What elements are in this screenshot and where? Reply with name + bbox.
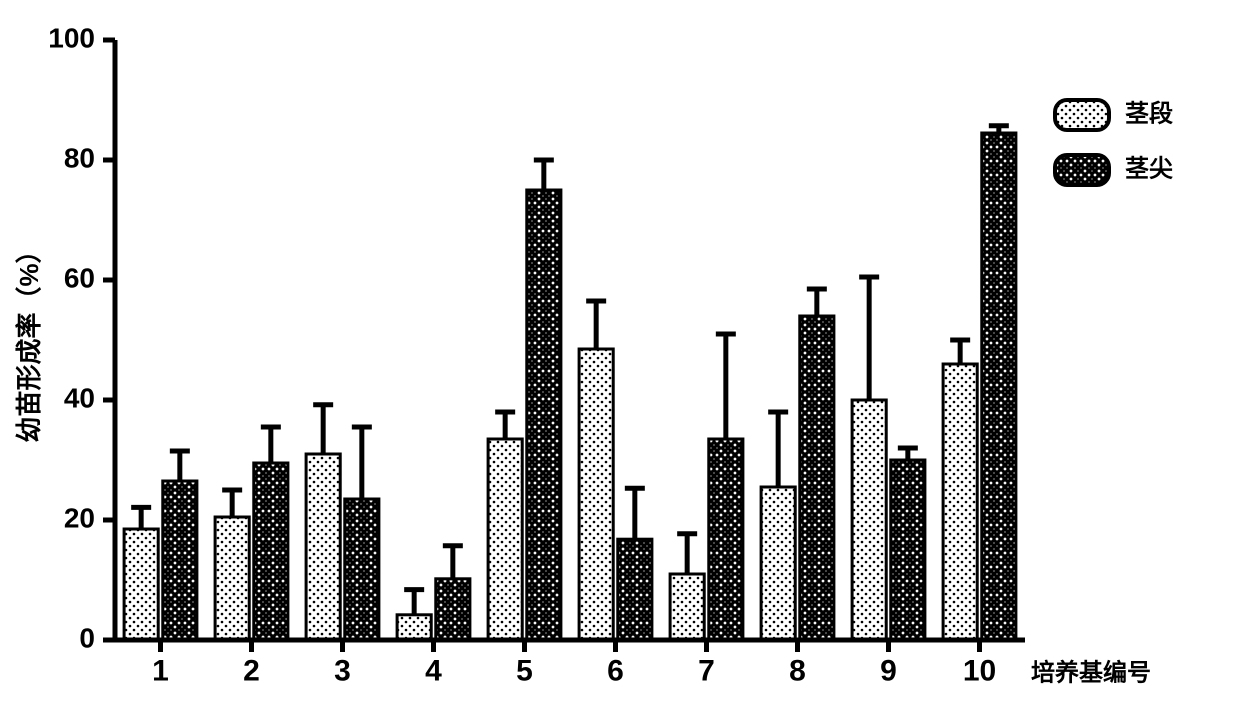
x-tick-label: 2 [243,655,260,688]
x-axis-title: 培养基编号 [1031,659,1151,687]
bar-茎尖-9 [891,460,925,640]
bar-茎段-3 [306,454,340,640]
y-tick-label: 40 [64,382,95,413]
legend-label-茎段: 茎段 [1125,99,1173,127]
bar-茎段-10 [943,364,977,640]
bar-茎尖-8 [800,316,834,640]
bar-茎段-1 [124,529,158,640]
chart-svg: 0 20 40 60 80 100 1 2 3 4 5 6 7 8 9 10 幼苗形成率（%） 培养基编号 茎段茎尖 [0,0,1240,721]
x-tick-label: 8 [789,655,806,688]
x-tick-label: 1 [152,655,169,688]
x-tick-label: 10 [963,655,996,688]
x-tick-label: 9 [880,655,897,688]
bar-茎尖-4 [436,579,470,640]
legend-swatch-茎段 [1055,100,1109,130]
bar-茎段-5 [488,439,522,640]
bar-茎尖-6 [618,539,652,640]
bar-茎段-4 [397,615,431,640]
bar-茎尖-5 [527,190,561,640]
y-tick-label: 60 [64,262,95,293]
bar-茎尖-3 [345,499,379,640]
x-tick-label: 4 [425,655,442,688]
bar-茎段-2 [215,517,249,640]
bar-茎尖-7 [709,439,743,640]
y-axis-title: 幼苗形成率（%） [14,237,44,442]
x-tick-label: 5 [516,655,533,688]
bar-茎段-9 [852,400,886,640]
y-tick-label: 100 [48,22,95,53]
x-tick-label: 7 [698,655,715,688]
bar-茎段-8 [761,487,795,640]
legend-swatch-茎尖 [1055,155,1109,185]
y-tick-label: 20 [64,502,95,533]
y-tick-label: 80 [64,142,95,173]
bar-茎尖-10 [982,133,1016,640]
bar-chart: 0 20 40 60 80 100 1 2 3 4 5 6 7 8 9 10 幼苗形成率（%） 培养基编号 茎段茎尖 [0,0,1240,721]
x-tick-label: 6 [607,655,624,688]
legend-label-茎尖: 茎尖 [1125,155,1173,182]
bar-茎段-6 [579,349,613,640]
bar-茎段-7 [670,574,704,640]
y-tick-label: 0 [79,622,95,653]
bar-茎尖-1 [163,481,197,640]
bar-茎尖-2 [254,463,288,640]
x-tick-label: 3 [334,655,351,688]
